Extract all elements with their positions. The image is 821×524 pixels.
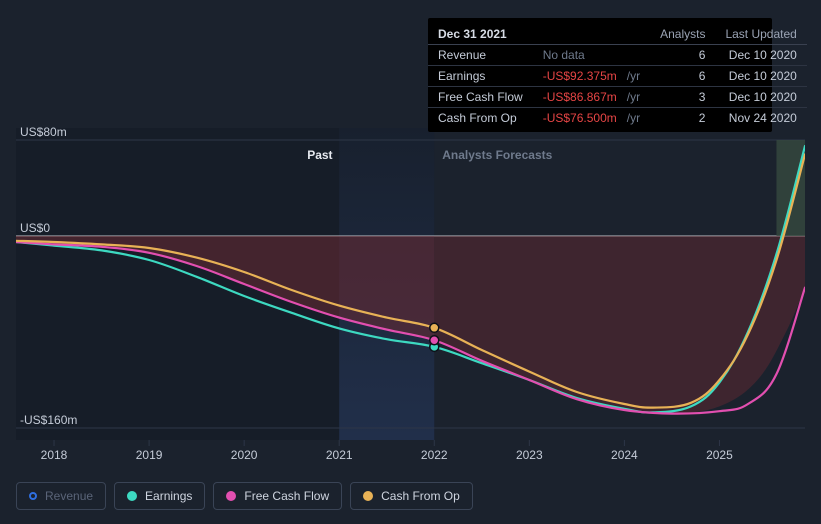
- tooltip-analysts: 3: [650, 87, 715, 108]
- tooltip-unit: /yr: [627, 66, 650, 87]
- tooltip-metric: Free Cash Flow: [428, 87, 533, 108]
- tooltip-unit: /yr: [627, 108, 650, 129]
- x-axis-label: 2018: [41, 448, 68, 462]
- legend-label: Revenue: [45, 489, 93, 503]
- tooltip-unit: [627, 45, 650, 66]
- tooltip-unit: /yr: [627, 87, 650, 108]
- legend-item-cfo[interactable]: Cash From Op: [350, 482, 473, 510]
- y-axis-label: US$0: [20, 221, 50, 235]
- tooltip-analysts: 6: [650, 45, 715, 66]
- tooltip-row: Earnings-US$92.375m/yr6Dec 10 2020: [428, 66, 807, 87]
- tooltip-row: Free Cash Flow-US$86.867m/yr3Dec 10 2020: [428, 87, 807, 108]
- tooltip-value: -US$76.500m: [533, 108, 627, 129]
- x-axis-label: 2020: [231, 448, 258, 462]
- tooltip-value: -US$92.375m: [533, 66, 627, 87]
- tooltip-updated: Dec 10 2020: [715, 87, 806, 108]
- tooltip-value: No data: [533, 45, 627, 66]
- marker-cfo: [430, 323, 439, 332]
- tooltip-row: RevenueNo data 6Dec 10 2020: [428, 45, 807, 66]
- legend: Revenue Earnings Free Cash Flow Cash From O…: [16, 482, 473, 510]
- legend-label: Cash From Op: [381, 489, 460, 503]
- tooltip-row: Cash From Op-US$76.500m/yr2Nov 24 2020: [428, 108, 807, 129]
- tooltip-updated: Nov 24 2020: [715, 108, 806, 129]
- legend-swatch: [29, 492, 37, 500]
- tooltip-updated: Dec 10 2020: [715, 66, 806, 87]
- y-axis-label: US$80m: [20, 125, 67, 139]
- x-axis-label: 2025: [706, 448, 733, 462]
- hover-tooltip: Dec 31 2021 Analysts Last Updated Revenu…: [428, 18, 772, 132]
- forecast-label: Analysts Forecasts: [442, 148, 552, 162]
- legend-label: Free Cash Flow: [244, 489, 329, 503]
- marker-fcf: [430, 336, 439, 345]
- x-axis-label: 2024: [611, 448, 638, 462]
- legend-label: Earnings: [145, 489, 192, 503]
- y-axis-label: -US$160m: [20, 413, 77, 427]
- legend-item-earnings[interactable]: Earnings: [114, 482, 205, 510]
- legend-swatch: [226, 491, 236, 501]
- past-label: Past: [307, 148, 332, 162]
- tooltip-metric: Earnings: [428, 66, 533, 87]
- tooltip-metric: Revenue: [428, 45, 533, 66]
- legend-item-revenue[interactable]: Revenue: [16, 482, 106, 510]
- tooltip-updated: Dec 10 2020: [715, 45, 806, 66]
- tooltip-date: Dec 31 2021: [428, 24, 650, 45]
- tooltip-col-updated: Last Updated: [715, 24, 806, 45]
- tooltip-value: -US$86.867m: [533, 87, 627, 108]
- x-axis-label: 2023: [516, 448, 543, 462]
- legend-item-fcf[interactable]: Free Cash Flow: [213, 482, 342, 510]
- x-axis-label: 2019: [136, 448, 163, 462]
- tooltip-col-analysts: Analysts: [650, 24, 715, 45]
- tooltip-analysts: 2: [650, 108, 715, 129]
- legend-swatch: [127, 491, 137, 501]
- x-axis-label: 2022: [421, 448, 448, 462]
- tooltip-analysts: 6: [650, 66, 715, 87]
- tooltip-metric: Cash From Op: [428, 108, 533, 129]
- x-axis-label: 2021: [326, 448, 353, 462]
- legend-swatch: [363, 491, 373, 501]
